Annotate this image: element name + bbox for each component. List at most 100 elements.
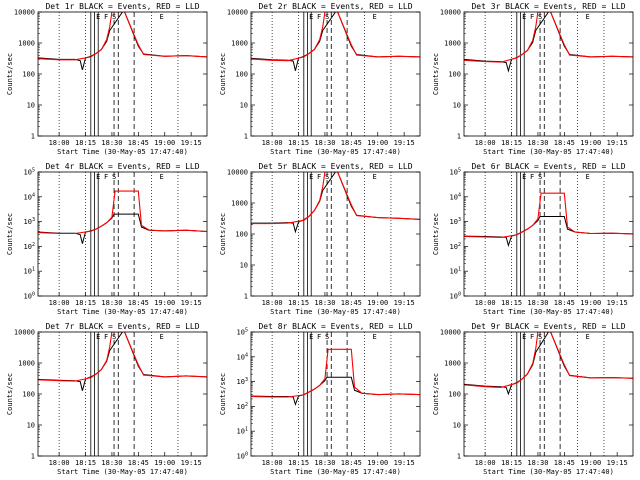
x-tick-label: 18:15	[501, 459, 522, 467]
y-tick-label: 100	[450, 292, 461, 301]
detector-panel-2: Det 2r BLACK = Events, RED = LLD 1 10 100 10…	[213, 0, 426, 160]
x-tick-label: 18:00	[262, 299, 283, 307]
y-tick-exponent: 5	[32, 168, 35, 174]
y-tick-label: 104	[450, 192, 461, 201]
interval-marker: S	[538, 333, 542, 341]
y-tick-exponent: 2	[245, 402, 248, 408]
events-series-line	[251, 172, 420, 234]
x-tick-label: 19:15	[607, 459, 628, 467]
x-tick-label: 18:00	[49, 299, 70, 307]
y-tick-label: 1000	[18, 40, 35, 48]
x-axis-label: Start Time (30-May-05 17:47:40)	[483, 308, 614, 316]
y-tick-exponent: 0	[245, 452, 248, 458]
x-tick-label: 18:00	[475, 139, 496, 147]
x-tick-label: 18:45	[128, 299, 149, 307]
y-tick-label: 103	[237, 377, 248, 386]
interval-marker: S	[112, 333, 116, 341]
x-tick-label: 18:45	[341, 459, 362, 467]
interval-marker: E	[372, 333, 376, 341]
y-axis-label: Counts/sec	[432, 373, 440, 415]
y-tick-label: 102	[237, 402, 248, 411]
interval-marker: E	[372, 173, 376, 181]
y-tick-exponent: 1	[458, 267, 461, 273]
chart-svg: Det 3r BLACK = Events, RED = LLD 1 10 100 10…	[432, 2, 634, 156]
y-tick-exponent: 2	[458, 242, 461, 248]
y-tick-label: 100	[22, 391, 35, 399]
events-series-line	[464, 332, 633, 396]
interval-marker: E	[372, 13, 376, 21]
plot-frame	[37, 11, 208, 137]
y-tick-exponent: 0	[458, 292, 461, 298]
detector-panel-5: Det 5r BLACK = Events, RED = LLD 1 10 100 10…	[213, 160, 426, 320]
chart-svg: Det 9r BLACK = Events, RED = LLD 1 10 100 10…	[432, 322, 634, 476]
y-tick-label: 10000	[14, 329, 35, 337]
interval-marker: F	[317, 173, 321, 181]
x-tick-label: 18:30	[101, 139, 122, 147]
events-series-line	[464, 216, 633, 248]
x-tick-label: 18:00	[262, 459, 283, 467]
y-tick-label: 10	[240, 262, 248, 270]
x-tick-label: 19:00	[154, 459, 175, 467]
y-tick-label: 10000	[227, 9, 248, 17]
events-series-line	[38, 12, 207, 71]
x-tick-label: 18:00	[475, 299, 496, 307]
chart-svg: Det 8r BLACK = Events, RED = LLD10010110…	[219, 322, 421, 476]
x-axis-label: Start Time (30-May-05 17:47:40)	[483, 468, 614, 476]
x-tick-label: 18:30	[527, 299, 548, 307]
x-tick-label: 19:15	[181, 139, 202, 147]
y-tick-label: 10	[240, 102, 248, 110]
y-axis-label: Counts/sec	[6, 213, 14, 255]
x-tick-label: 18:45	[554, 139, 575, 147]
x-tick-label: 18:30	[527, 139, 548, 147]
interval-marker: E	[309, 333, 313, 341]
plot-frame	[463, 331, 634, 457]
y-axis-label: Counts/sec	[432, 53, 440, 95]
interval-marker: F	[104, 13, 108, 21]
x-tick-label: 19:15	[394, 139, 415, 147]
chart-svg: Det 4r BLACK = Events, RED = LLD10010110…	[6, 162, 208, 316]
interval-marker: F	[317, 333, 321, 341]
y-tick-label: 100	[235, 71, 248, 79]
y-tick-label: 1000	[444, 360, 461, 368]
events-series-line	[251, 12, 420, 71]
y-tick-label: 1000	[18, 360, 35, 368]
interval-marker: S	[112, 13, 116, 21]
chart-title: Det 7r BLACK = Events, RED = LLD	[45, 322, 199, 331]
interval-marker: S	[325, 13, 329, 21]
y-axis-label: Counts/sec	[432, 213, 440, 255]
y-tick-exponent: 1	[245, 427, 248, 433]
lld-series-line	[464, 12, 633, 63]
lld-series-line	[251, 12, 420, 62]
y-tick-label: 1	[31, 133, 35, 141]
chart-title: Det 3r BLACK = Events, RED = LLD	[471, 2, 625, 11]
x-tick-label: 18:15	[75, 299, 96, 307]
y-tick-label: 10000	[227, 169, 248, 177]
x-tick-label: 18:30	[314, 139, 335, 147]
x-tick-label: 18:15	[501, 139, 522, 147]
lld-series-line	[464, 192, 633, 238]
interval-marker: E	[522, 173, 526, 181]
chart-title: Det 9r BLACK = Events, RED = LLD	[471, 322, 625, 331]
y-tick-label: 1	[457, 133, 461, 141]
y-tick-exponent: 4	[245, 352, 248, 358]
interval-marker: E	[96, 173, 100, 181]
x-tick-label: 18:45	[554, 299, 575, 307]
y-axis-label: Counts/sec	[6, 373, 14, 415]
chart-svg: Det 6r BLACK = Events, RED = LLD10010110…	[432, 162, 634, 316]
detector-panel-8: Det 8r BLACK = Events, RED = LLD 100 101 10…	[213, 320, 426, 480]
x-axis-label: Start Time (30-May-05 17:47:40)	[270, 468, 401, 476]
chart-title: Det 4r BLACK = Events, RED = LLD	[45, 162, 199, 171]
y-axis-label: Counts/sec	[219, 213, 227, 255]
x-axis-label: Start Time (30-May-05 17:47:40)	[270, 148, 401, 156]
interval-marker: E	[585, 13, 589, 21]
detector-panel-7: Det 7r BLACK = Events, RED = LLD 1 10 100 10…	[0, 320, 213, 480]
x-tick-label: 18:15	[288, 459, 309, 467]
plot-frame	[250, 11, 421, 137]
x-tick-label: 18:00	[49, 459, 70, 467]
interval-marker: S	[538, 13, 542, 21]
x-tick-label: 19:00	[154, 139, 175, 147]
x-tick-label: 18:30	[101, 459, 122, 467]
plot-frame	[250, 331, 421, 457]
y-tick-label: 10	[27, 102, 35, 110]
